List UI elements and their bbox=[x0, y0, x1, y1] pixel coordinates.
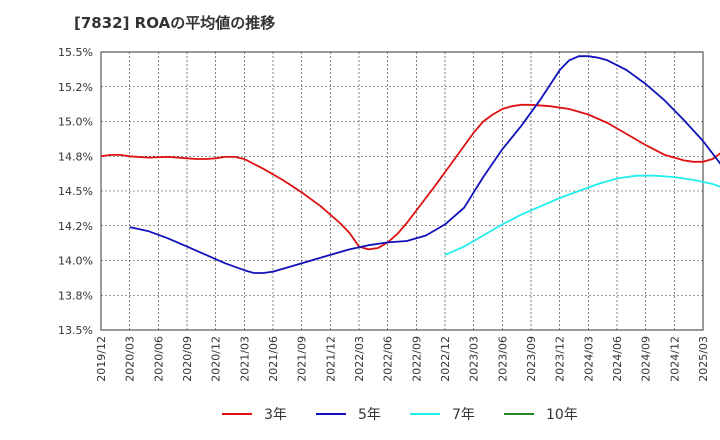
x-tick-label: 2024/06 bbox=[611, 336, 624, 382]
x-tick-label: 2020/03 bbox=[124, 336, 137, 382]
chart-title: [7832] ROAの平均値の推移 bbox=[74, 14, 276, 32]
x-tick-label: 2023/09 bbox=[525, 336, 538, 382]
x-tick-label: 2022/12 bbox=[439, 336, 452, 382]
y-tick-label: 14.8% bbox=[58, 150, 93, 163]
legend-label: 10年 bbox=[546, 407, 578, 423]
x-tick-label: 2025/03 bbox=[697, 336, 710, 382]
series-line-3年 bbox=[100, 103, 720, 251]
x-tick-label: 2020/09 bbox=[181, 336, 194, 382]
x-tick-label: 2020/12 bbox=[210, 336, 223, 382]
legend-label: 3年 bbox=[264, 407, 287, 423]
legend-label: 5年 bbox=[358, 407, 381, 423]
y-tick-label: 13.5% bbox=[58, 324, 93, 337]
y-tick-label: 15.5% bbox=[58, 46, 93, 59]
series-lines bbox=[100, 55, 720, 274]
x-tick-label: 2021/03 bbox=[238, 336, 251, 382]
x-tick-label: 2022/09 bbox=[410, 336, 423, 382]
x-tick-label: 2024/09 bbox=[640, 336, 653, 382]
x-tick-label: 2021/12 bbox=[324, 336, 337, 382]
x-tick-label: 2023/06 bbox=[496, 336, 509, 382]
x-tick-label: 2024/03 bbox=[582, 336, 595, 382]
x-tick-label: 2021/06 bbox=[267, 336, 280, 382]
y-tick-label: 14.5% bbox=[58, 185, 93, 198]
x-tick-label: 2022/06 bbox=[382, 336, 395, 382]
y-tick-label: 14.0% bbox=[58, 255, 93, 268]
x-tick-label: 2020/06 bbox=[152, 336, 165, 382]
y-tick-label: 14.2% bbox=[58, 220, 93, 233]
y-tick-label: 13.8% bbox=[58, 289, 93, 302]
y-tick-label: 15.2% bbox=[58, 81, 93, 94]
series-line-5年 bbox=[129, 55, 720, 274]
legend: 3年 5年 7年 10年 bbox=[222, 407, 578, 423]
x-tick-label: 2024/12 bbox=[668, 336, 681, 382]
x-tick-label: 2021/09 bbox=[296, 336, 309, 382]
x-tick-label: 2023/12 bbox=[554, 336, 567, 382]
series-line-7年 bbox=[444, 174, 720, 256]
legend-label: 7年 bbox=[452, 407, 475, 423]
x-axis-ticks: 2019/12 2020/03 2020/06 2020/09 2020/12 2021/… bbox=[95, 336, 710, 382]
x-tick-label: 2022/03 bbox=[353, 336, 366, 382]
x-tick-label: 2019/12 bbox=[95, 336, 108, 382]
y-axis-ticks: 13.5% 13.8% 14.0% 14.2% 14.5% 14.8% 15.0% 15.2%… bbox=[58, 46, 93, 337]
x-tick-label: 2023/03 bbox=[468, 336, 481, 382]
y-tick-label: 15.0% bbox=[58, 116, 93, 129]
